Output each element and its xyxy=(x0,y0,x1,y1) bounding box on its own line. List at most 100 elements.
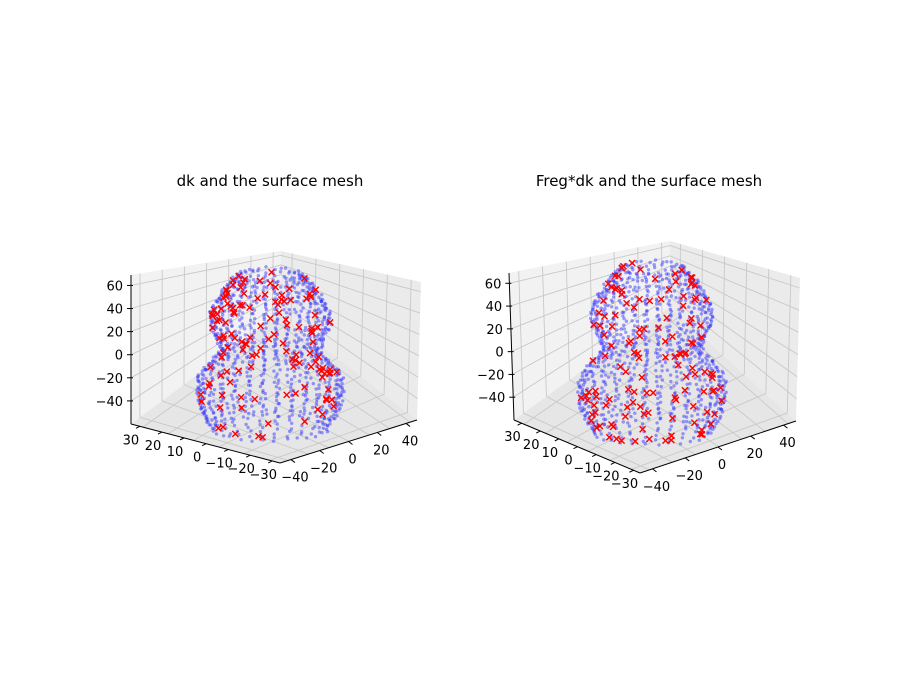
landmark-x-marker xyxy=(274,301,282,309)
mesh-point xyxy=(328,362,332,366)
mesh-point xyxy=(298,410,303,414)
mesh-point xyxy=(285,373,289,377)
mesh-point xyxy=(300,351,304,356)
mesh-point xyxy=(627,270,631,275)
landmark-x-marker xyxy=(661,337,669,345)
mesh-point xyxy=(644,367,648,372)
mesh-point xyxy=(599,374,604,378)
mesh-point xyxy=(614,387,618,391)
mesh-point xyxy=(698,367,702,371)
mesh-point xyxy=(648,260,652,265)
mesh-point xyxy=(248,383,253,387)
mesh-point xyxy=(714,365,718,369)
mesh-point xyxy=(245,374,250,378)
mesh-point xyxy=(658,348,662,352)
mesh-point xyxy=(262,368,267,372)
mesh-point xyxy=(231,372,236,376)
mesh-point xyxy=(664,276,669,281)
mesh-point xyxy=(340,377,344,382)
mesh-point xyxy=(293,328,297,332)
mesh-point xyxy=(612,339,616,344)
mesh-point xyxy=(315,338,319,342)
mesh-point xyxy=(695,289,699,293)
mesh-point xyxy=(696,412,700,417)
mesh-point xyxy=(697,348,702,352)
mesh-point xyxy=(248,274,253,278)
landmark-x-marker xyxy=(314,406,322,413)
mesh-point xyxy=(322,315,327,319)
mesh-point xyxy=(704,311,708,315)
mesh-point xyxy=(231,293,235,297)
mesh-point xyxy=(288,429,292,434)
landmark-x-marker xyxy=(324,386,332,393)
mesh-point xyxy=(324,327,328,331)
mesh-point xyxy=(710,359,714,363)
mesh-point xyxy=(274,406,278,410)
mesh-point xyxy=(718,414,723,419)
mesh-point xyxy=(215,341,220,346)
mesh-point xyxy=(609,353,613,358)
mesh-point xyxy=(284,276,288,281)
mesh-point xyxy=(246,383,251,387)
mesh-point xyxy=(602,344,607,349)
mesh-point xyxy=(643,342,647,346)
mesh-point xyxy=(206,420,210,424)
landmark-x-marker xyxy=(311,311,319,319)
mesh-point xyxy=(686,271,690,275)
mesh-point xyxy=(608,275,613,279)
mesh-point xyxy=(277,386,282,391)
mesh-point xyxy=(711,359,715,363)
mesh-point xyxy=(240,295,244,299)
mesh-point xyxy=(699,299,703,303)
landmark-x-marker xyxy=(217,305,225,313)
mesh-point xyxy=(264,344,269,349)
mesh-point xyxy=(265,412,269,416)
mesh-point xyxy=(324,357,328,361)
mesh-point xyxy=(668,343,673,347)
mesh-point xyxy=(654,379,659,384)
mesh-point xyxy=(644,372,649,377)
mesh-point xyxy=(271,439,276,443)
mesh-point xyxy=(262,363,267,367)
mesh-point xyxy=(297,277,302,281)
mesh-point xyxy=(319,339,324,343)
landmark-x-marker xyxy=(669,414,676,422)
mesh-point xyxy=(604,341,609,346)
mesh-point xyxy=(694,348,698,352)
mesh-point xyxy=(287,308,291,312)
mesh-point xyxy=(697,307,701,311)
landmark-x-marker xyxy=(718,397,726,405)
landmark-x-marker xyxy=(254,294,262,302)
mesh-point xyxy=(624,345,629,349)
mesh-point xyxy=(328,377,332,381)
landmark-x-marker xyxy=(668,432,675,440)
mesh-point xyxy=(644,335,648,340)
mesh-point xyxy=(613,270,618,274)
mesh-point xyxy=(624,270,628,275)
mesh-point xyxy=(601,360,605,364)
mesh-point xyxy=(668,303,672,307)
mesh-point xyxy=(708,402,712,407)
mesh-point xyxy=(302,402,306,406)
mesh-point xyxy=(197,380,201,384)
mesh-point xyxy=(683,425,688,429)
mesh-point xyxy=(309,432,313,436)
mesh-point xyxy=(311,381,315,386)
mesh-point xyxy=(597,299,601,303)
mesh-point xyxy=(257,401,262,405)
mesh-point xyxy=(315,308,319,313)
mesh-point xyxy=(314,348,318,352)
landmark-x-marker xyxy=(587,417,595,425)
mesh-point xyxy=(601,344,605,348)
mesh-point xyxy=(719,407,723,411)
mesh-point xyxy=(613,394,618,399)
mesh-point xyxy=(678,326,682,331)
landmark-x-marker xyxy=(630,388,638,396)
mesh-point xyxy=(669,379,673,384)
mesh-point xyxy=(213,416,217,420)
mesh-point xyxy=(601,349,606,353)
mesh-point xyxy=(658,287,662,291)
mesh-point xyxy=(251,278,256,282)
mesh-point xyxy=(625,280,629,285)
mesh-point xyxy=(669,260,673,264)
